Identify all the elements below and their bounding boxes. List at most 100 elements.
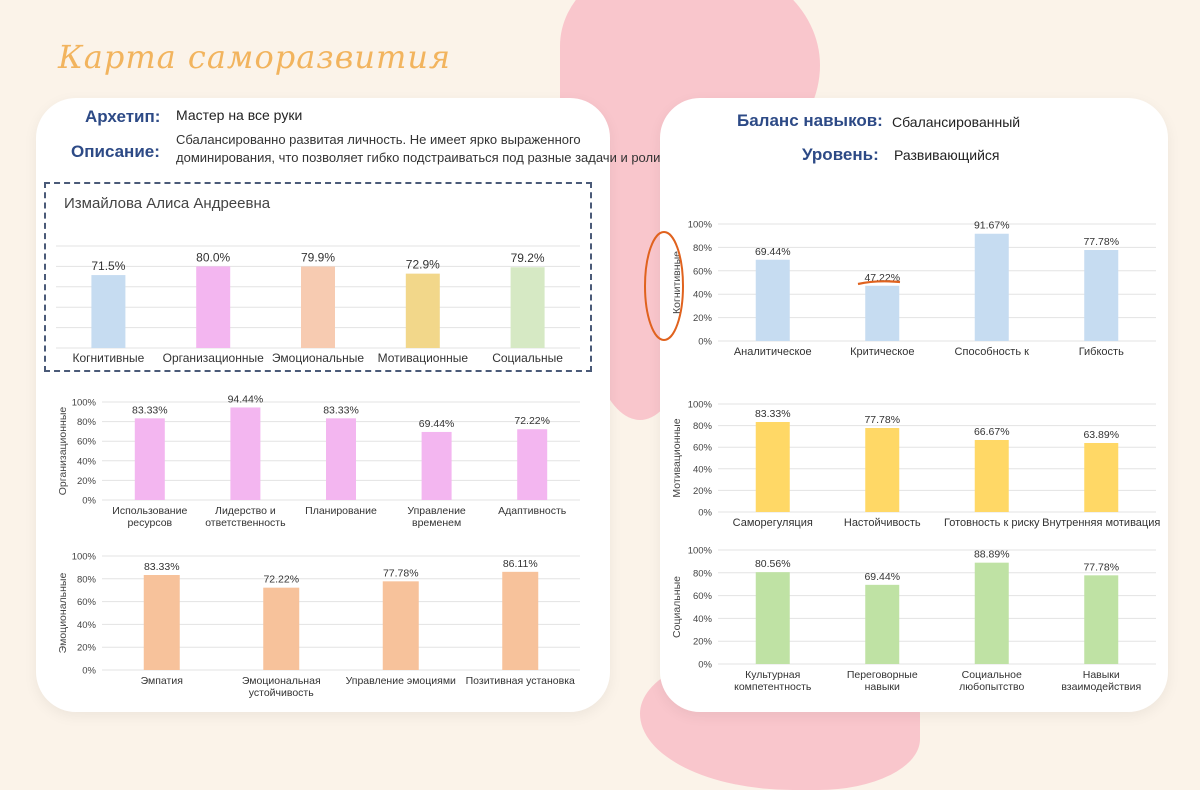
bar (974, 233, 1009, 341)
bar (755, 259, 790, 341)
bar (510, 267, 545, 348)
bar (196, 266, 231, 348)
y-tick-label: 20% (77, 476, 97, 487)
category-label: компетентность (734, 681, 812, 693)
category-label: любопытство (959, 681, 1024, 693)
description-line-1: Сбалансированно развитая личность. Не им… (176, 132, 581, 147)
value-label: 72.9% (406, 258, 440, 272)
bar (263, 587, 300, 670)
category-label: Культурная (745, 669, 800, 681)
annotation-underline (857, 280, 901, 286)
value-label: 91.67% (974, 220, 1010, 232)
value-label: 69.44% (755, 246, 791, 258)
value-label: 77.78% (864, 414, 900, 426)
category-label: Эмоциональная (242, 675, 321, 687)
archetype-value: Мастер на все руки (176, 107, 303, 123)
value-label: 77.78% (1083, 236, 1119, 248)
value-label: 83.33% (755, 408, 791, 420)
y-tick-label: 100% (688, 546, 713, 557)
bar (865, 584, 900, 664)
y-tick-label: 80% (693, 568, 713, 579)
category-label: Лидерство и (215, 505, 276, 517)
value-label: 77.78% (383, 567, 419, 579)
category-label: Настойчивость (844, 517, 921, 529)
y-tick-label: 60% (693, 591, 713, 602)
category-label: Позитивная установка (466, 675, 575, 687)
bar (134, 418, 165, 500)
bar (1084, 442, 1119, 512)
motivational-chart: 0% 20% 40% 60% 80% 100% Мотивационные 83.33% Сам… (671, 400, 1160, 530)
description-line-2: доминирования, что позволяет гибко подст… (176, 150, 664, 165)
value-label: 80.0% (196, 250, 230, 264)
category-label: Использование (112, 505, 187, 517)
bar (502, 571, 539, 670)
cognitive-chart: 0% 20% 40% 60% 80% 100% Когнитивные 69.44% Анали… (671, 220, 1156, 358)
y-tick-label: 0% (698, 337, 712, 348)
y-tick-label: 100% (688, 220, 713, 231)
bar (974, 562, 1009, 664)
bar (382, 581, 419, 670)
y-tick-label: 20% (77, 643, 97, 654)
value-label: 86.11% (503, 558, 538, 570)
summary-chart-frame (44, 182, 592, 372)
category-label: взаимодействия (1061, 681, 1141, 693)
category-label: Социальное (962, 669, 1022, 681)
y-tick-label: 20% (693, 486, 713, 497)
archetype-label: Архетип: (85, 107, 161, 126)
category-label: Гибкость (1079, 346, 1124, 358)
category-label: Переговорные (847, 669, 918, 681)
value-label: 83.33% (132, 404, 168, 416)
bar (755, 572, 790, 664)
page-title: Карта саморазвития (58, 38, 452, 76)
category-label: Социальные (492, 351, 563, 365)
category-label: Адаптивность (498, 505, 567, 517)
value-label: 79.2% (511, 251, 545, 265)
category-label: Когнитивные (72, 351, 144, 365)
value-label: 63.89% (1083, 429, 1119, 441)
bar (755, 422, 790, 512)
social-chart: 0% 20% 40% 60% 80% 100% Социальные 80.56% Культу… (671, 546, 1156, 693)
emotional-chart: 0% 20% 40% 60% 80% 100%Эмоциональные 83.33% Эмп… (57, 552, 580, 699)
bar (1084, 249, 1119, 341)
y-tick-label: 40% (77, 620, 97, 631)
category-label: Критическое (850, 346, 914, 358)
category-label: навыки (865, 681, 900, 693)
value-label: 83.33% (323, 404, 359, 416)
category-label: Планирование (305, 505, 377, 517)
y-tick-label: 100% (688, 400, 713, 411)
category-label: устойчивость (249, 687, 314, 699)
category-label: Аналитическое (734, 346, 812, 358)
y-tick-label: 60% (693, 443, 713, 454)
y-tick-label: 20% (693, 637, 713, 648)
description-label: Описание: (71, 142, 160, 161)
value-label: 83.33% (144, 561, 180, 573)
y-tick-label: 60% (693, 266, 713, 277)
value-label: 72.22% (514, 415, 550, 427)
y-tick-label: 40% (693, 614, 713, 625)
y-tick-label: 80% (77, 417, 97, 428)
category-label: Саморегуляция (733, 517, 813, 529)
category-label: Навыки (1083, 669, 1120, 681)
y-tick-label: 0% (698, 508, 712, 519)
balance-label: Баланс навыков: (737, 111, 883, 130)
value-label: 72.22% (263, 574, 299, 586)
bar (230, 407, 261, 500)
y-tick-label: 0% (82, 496, 96, 507)
level-label: Уровень: (802, 145, 879, 164)
y-tick-label: 0% (698, 660, 712, 671)
summary-chart: 71.5% Когнитивные 80.0% Организационные 79.9… (56, 245, 580, 365)
value-label: 71.5% (91, 259, 125, 273)
y-axis-title: Социальные (671, 576, 683, 638)
y-axis-title: Эмоциональные (57, 573, 69, 654)
y-axis-title: Организационные (57, 407, 69, 496)
y-tick-label: 100% (72, 552, 97, 563)
bar (1084, 575, 1119, 664)
bar (326, 418, 356, 500)
value-label: 69.44% (864, 571, 900, 583)
y-tick-label: 80% (693, 421, 713, 432)
y-tick-label: 40% (693, 290, 713, 301)
balance-value: Сбалансированный (892, 114, 1021, 130)
bar (421, 431, 452, 500)
category-label: Управление эмоциями (346, 675, 456, 687)
category-label: Способность к (955, 346, 1030, 358)
